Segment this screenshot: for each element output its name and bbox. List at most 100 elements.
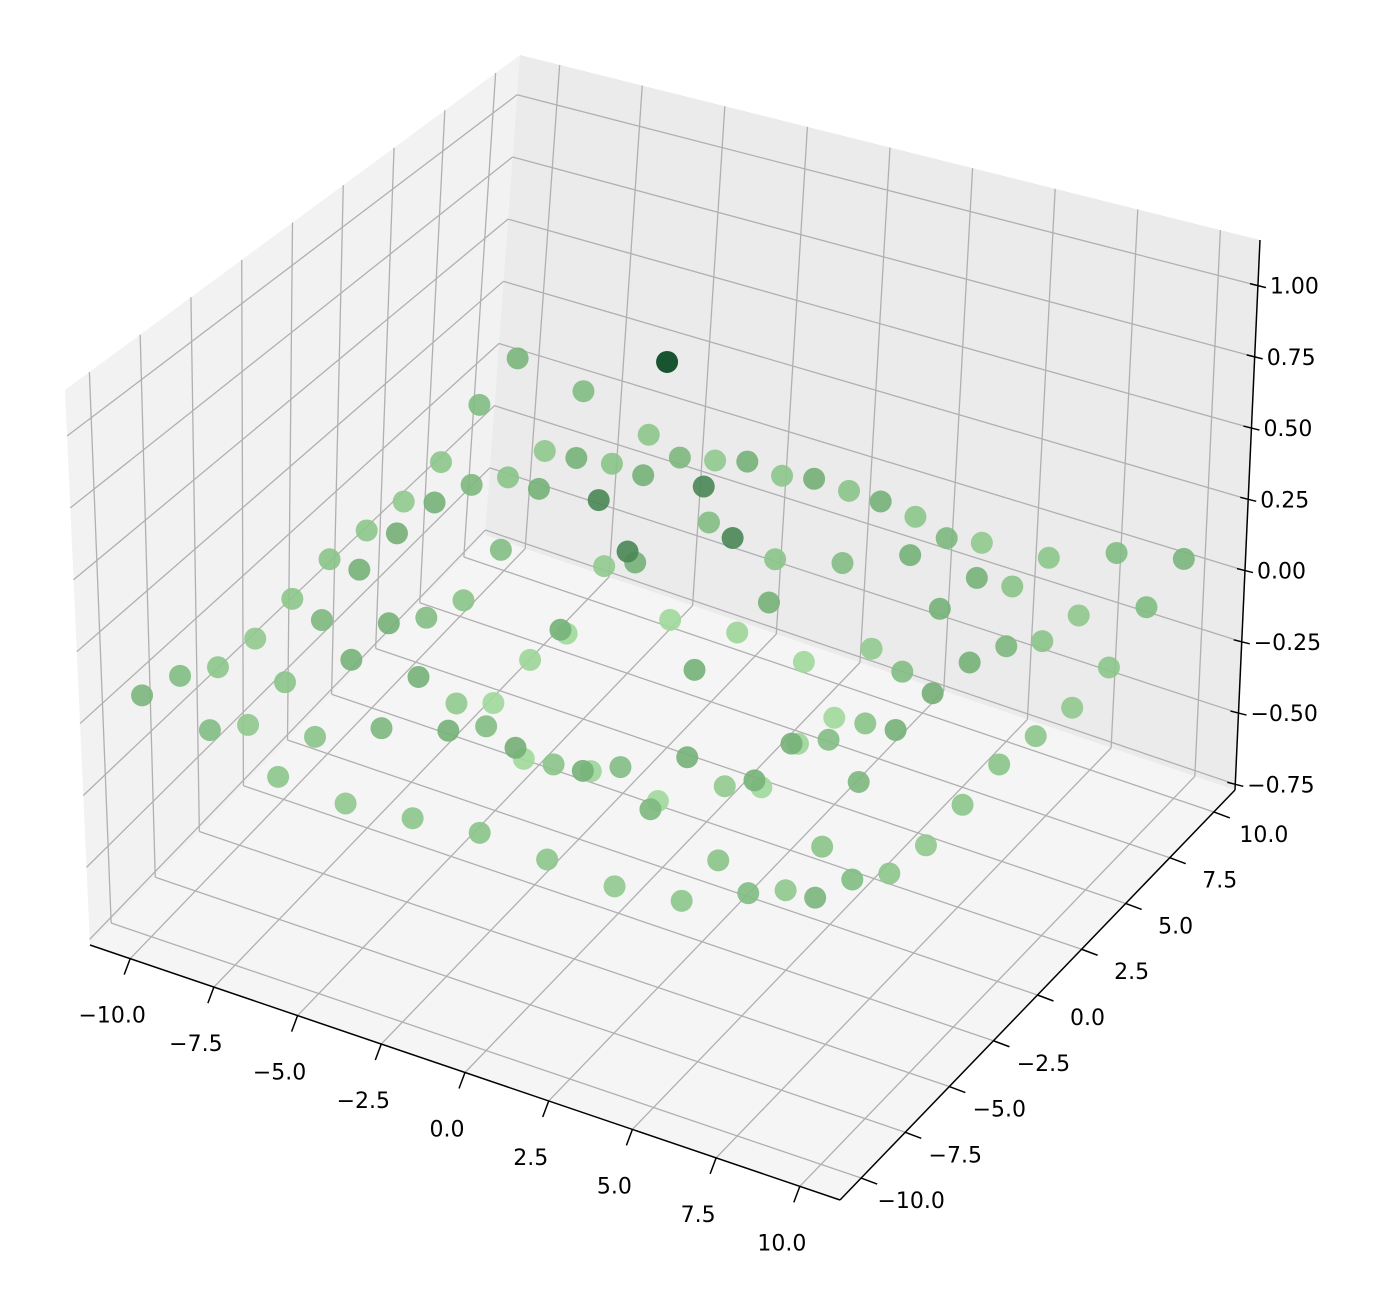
point — [1172, 547, 1195, 570]
y-tick — [1213, 811, 1231, 819]
grid-line — [190, 297, 200, 832]
grid-line — [66, 94, 518, 437]
grid-line — [199, 830, 950, 1088]
point — [334, 792, 357, 815]
point — [401, 807, 424, 830]
point — [869, 490, 892, 513]
x-tick — [290, 1015, 299, 1032]
point — [600, 452, 623, 475]
point — [1001, 575, 1024, 598]
point — [656, 350, 679, 373]
y-tick — [1081, 948, 1098, 956]
point — [407, 665, 430, 688]
point — [995, 635, 1018, 658]
y-tick-label: −10.0 — [877, 1189, 944, 1214]
grid-line — [524, 64, 561, 549]
point — [764, 548, 787, 571]
grid-line — [507, 218, 1252, 429]
point — [921, 682, 944, 705]
point — [804, 886, 827, 909]
point — [632, 464, 655, 487]
grid-line — [243, 785, 994, 1042]
point — [273, 671, 296, 694]
grid-line — [241, 259, 245, 786]
point — [1105, 541, 1128, 564]
x-tick — [709, 1157, 717, 1175]
grid-line — [775, 126, 809, 635]
point — [609, 756, 632, 779]
z-tick-label: 0.75 — [1267, 346, 1316, 371]
x-tick-label: 0.0 — [430, 1118, 465, 1143]
point — [774, 879, 797, 902]
point — [668, 446, 691, 469]
point — [726, 621, 749, 644]
point — [370, 717, 393, 740]
point — [415, 606, 438, 629]
y-tick-label: 10.0 — [1239, 823, 1288, 848]
y-tick-label: 2.5 — [1114, 960, 1149, 985]
grid-line — [79, 343, 500, 725]
point — [1037, 546, 1060, 569]
point — [757, 591, 780, 614]
y-tick — [1169, 857, 1187, 865]
grid-line — [375, 147, 395, 649]
y-tick — [993, 1040, 1010, 1048]
point — [928, 597, 951, 620]
grid-line — [86, 467, 491, 868]
point — [692, 475, 715, 498]
point — [468, 821, 491, 844]
point — [1067, 604, 1090, 627]
point — [1024, 725, 1047, 748]
x-tick-label: 2.5 — [513, 1146, 548, 1171]
grid-line — [88, 372, 112, 924]
axis-line — [1234, 239, 1261, 791]
grid-line — [287, 739, 1038, 996]
point — [527, 477, 550, 500]
point — [504, 736, 527, 759]
x-tick-label: −2.5 — [337, 1089, 390, 1114]
x-tick-label: 5.0 — [597, 1174, 632, 1199]
point — [519, 648, 542, 671]
axis-line — [89, 944, 841, 1201]
point — [423, 491, 446, 514]
point — [206, 656, 229, 679]
point — [572, 380, 595, 403]
grid-line — [89, 529, 486, 940]
point — [437, 719, 460, 742]
y-tick-label: 7.5 — [1202, 869, 1237, 894]
point — [704, 449, 727, 472]
y-tick-label: 5.0 — [1158, 914, 1193, 939]
x-tick-label: −10.0 — [78, 1004, 145, 1029]
point — [891, 660, 914, 683]
point — [697, 511, 720, 534]
point — [811, 835, 834, 858]
point — [237, 713, 260, 736]
point — [803, 467, 826, 490]
point — [475, 715, 498, 738]
grid-line — [859, 147, 891, 663]
point — [676, 746, 699, 769]
y-tick-label: −7.5 — [929, 1143, 982, 1168]
point — [1061, 696, 1084, 719]
point — [616, 540, 639, 563]
x-tick-label: 10.0 — [757, 1231, 806, 1256]
point — [267, 765, 290, 788]
grid-line — [286, 222, 294, 741]
point — [593, 555, 616, 578]
point — [468, 393, 491, 416]
pane-left — [65, 55, 520, 945]
grid-line — [1110, 209, 1139, 748]
x-tick-label: 7.5 — [681, 1203, 716, 1228]
point — [884, 718, 907, 741]
z-tick-label: −0.25 — [1254, 631, 1321, 656]
point — [683, 658, 706, 681]
point — [659, 608, 682, 631]
grid-line — [494, 405, 1242, 643]
grid-line — [330, 185, 344, 695]
point — [571, 759, 594, 782]
point — [281, 587, 304, 610]
x-tick — [374, 1043, 382, 1061]
grid-line — [76, 280, 504, 653]
point — [445, 692, 468, 715]
